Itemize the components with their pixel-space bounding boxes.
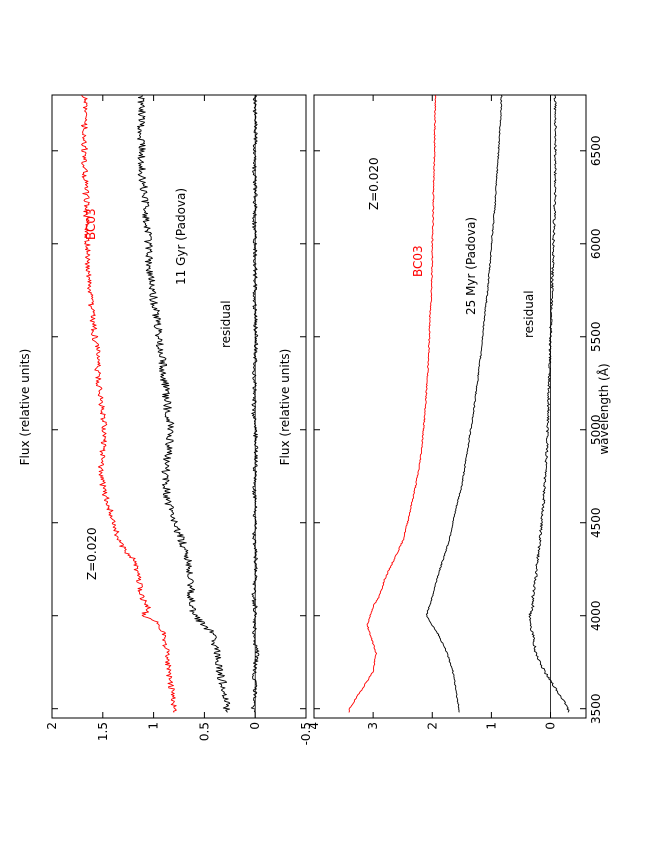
x-tick-label: 5000 — [589, 414, 603, 445]
bottom-y-tick-label: 2 — [425, 722, 439, 730]
bottom-panel: 3500 4000 4500 5000 5500 6000 6500 0 1 2 3 4 Flux (… — [278, 94, 603, 730]
bottom-series-residual — [528, 95, 570, 713]
x-tick-label: 6500 — [589, 136, 603, 167]
bottom-plot-frame — [313, 94, 587, 719]
x-tick-label: 4500 — [589, 507, 603, 538]
bottom-annotation-bc03: BC03 — [411, 245, 425, 277]
bottom-annotation-observed: 25 Myr (Padova) — [464, 217, 478, 315]
bottom-series-25-myr-padova- — [425, 95, 503, 713]
top-annotation-residual: residual — [219, 300, 233, 348]
top-panel: -0.5 0 0.5 1 1.5 2 Flux (relative units) Z=0.… — [18, 94, 313, 745]
top-series-11-gyr-padova- — [137, 95, 231, 713]
bottom-series-bc03 — [348, 95, 437, 713]
bottom-annotation-metallicity: Z=0.020 — [367, 157, 381, 210]
bottom-y-tick-label: 3 — [366, 722, 380, 730]
top-plot-frame — [51, 94, 307, 719]
x-tick-label: 6000 — [589, 229, 603, 260]
bottom-annotation-residual: residual — [522, 290, 536, 338]
top-annotation-metallicity: Z=0.020 — [85, 527, 99, 580]
top-y-tick-label: 0.5 — [197, 722, 211, 741]
top-series-bc03 — [81, 95, 177, 713]
top-annotation-bc03: BC03 — [84, 208, 98, 240]
x-tick-label: 3500 — [589, 693, 603, 724]
top-y-axis-label: Flux (relative units) — [18, 349, 32, 466]
top-annotation-observed: 11 Gyr (Padova) — [174, 188, 188, 285]
top-series-residual — [250, 95, 260, 713]
top-y-tick-label: 2 — [45, 722, 59, 730]
x-tick-label: 5500 — [589, 321, 603, 352]
top-y-tick-label: -0.5 — [299, 722, 313, 745]
top-y-tick-label: 0 — [248, 722, 262, 730]
bottom-y-tick-label: 1 — [484, 722, 498, 730]
top-y-tick-label: 1 — [147, 722, 161, 730]
bottom-y-axis-label: Flux (relative units) — [278, 349, 292, 466]
top-y-tick-label: 1.5 — [96, 722, 110, 741]
x-tick-label: 4000 — [589, 600, 603, 631]
bottom-y-tick-label: 0 — [544, 722, 558, 730]
x-axis-label: wavelength (Å) — [596, 363, 611, 454]
bottom-y-tick-label: 4 — [307, 722, 321, 730]
